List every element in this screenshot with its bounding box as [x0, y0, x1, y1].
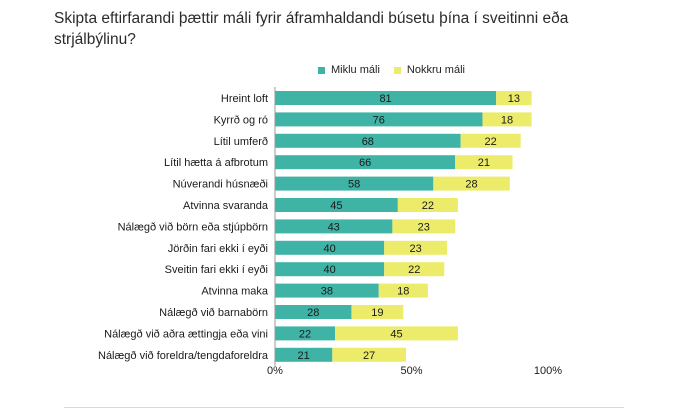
category-label: Lítil hætta á afbrotum: [164, 157, 268, 169]
data-label: 58: [348, 179, 360, 191]
data-label: 21: [298, 350, 310, 362]
bar-nokkru: [384, 262, 445, 277]
category-label: Nálægð við aðra ættingja eða vini: [104, 328, 268, 340]
x-tick-label: 100%: [534, 365, 562, 377]
bar-miklu: [275, 347, 333, 362]
data-label: 28: [307, 307, 319, 319]
category-label: Nálægð við foreldra/tengdaforeldra: [98, 350, 269, 362]
bar-miklu: [275, 326, 336, 341]
data-label: 23: [418, 221, 430, 233]
bar-miklu: [275, 262, 385, 277]
category-label: Atvinna maka: [201, 286, 269, 298]
bar-nokkru: [384, 240, 447, 255]
data-label: 76: [373, 114, 385, 126]
bar-miklu: [275, 112, 483, 127]
bar-miklu: [275, 198, 398, 212]
x-tick-label: 0%: [267, 365, 283, 377]
data-label: 40: [323, 264, 335, 276]
bar-miklu: [275, 176, 434, 191]
bar-miklu: [275, 219, 393, 234]
data-label: 40: [323, 243, 335, 255]
category-label: Lítil umferð: [214, 136, 268, 148]
chart-legend: Miklu máli Nokkru máli: [318, 64, 465, 76]
bar-nokkru: [460, 133, 521, 148]
bar-miklu: [275, 305, 352, 319]
category-label: Sveitin fari ekki í eyði: [165, 264, 268, 276]
category-label: Kyrrð og ró: [214, 114, 268, 126]
bar-miklu: [275, 240, 385, 255]
data-label: 45: [330, 200, 342, 212]
bar-nokkru: [335, 326, 458, 341]
bar-nokkru: [496, 91, 532, 105]
data-label: 81: [379, 93, 391, 105]
bar-nokkru: [433, 176, 510, 191]
data-label: 19: [371, 307, 383, 319]
bar-nokkru: [397, 198, 458, 212]
bar-nokkru: [455, 155, 513, 170]
category-label: Hreint loft: [221, 93, 268, 105]
data-label: 38: [321, 286, 333, 298]
data-label: 22: [299, 328, 311, 340]
legend-label-nokkru: Nokkru máli: [406, 64, 465, 76]
data-label: 22: [408, 264, 420, 276]
chart-title: Skipta eftirfarandi þættir máli fyrir áf…: [54, 10, 569, 48]
bar-nokkru: [392, 219, 456, 234]
category-label: Nálægð við barnabörn: [159, 307, 268, 319]
bar-nokkru: [482, 112, 532, 127]
legend-label-miklu: Miklu máli: [331, 64, 380, 76]
data-label: 68: [362, 136, 374, 148]
category-label: Núverandi húsnæði: [173, 179, 268, 191]
category-label: Jörðin fari ekki í eyði: [168, 243, 268, 255]
bar-miklu: [275, 283, 379, 298]
data-label: 43: [328, 221, 340, 233]
data-label: 66: [359, 157, 371, 169]
legend-swatch-nokkru: [393, 66, 401, 74]
data-label: 28: [465, 179, 477, 191]
bar-nokkru: [332, 347, 407, 362]
data-label: 23: [409, 243, 421, 255]
bar-miklu: [275, 133, 461, 148]
bar-nokkru: [351, 305, 404, 319]
data-label: 13: [508, 93, 520, 105]
category-label: Nálægð við börn eða stjúpbörn: [118, 221, 268, 233]
legend-item-nokkru: Nokkru máli: [393, 64, 465, 76]
x-tick-label: 50%: [400, 365, 422, 377]
data-label: 45: [390, 328, 402, 340]
bottom-divider: [64, 407, 624, 408]
category-label: Atvinna svaranda: [183, 200, 269, 212]
data-label: 22: [485, 136, 497, 148]
data-label: 18: [501, 114, 513, 126]
data-label: 21: [478, 157, 490, 169]
data-label: 18: [397, 286, 409, 298]
data-label: 22: [422, 200, 434, 212]
data-label: 27: [363, 350, 375, 362]
bar-miklu: [275, 155, 456, 170]
bar-miklu: [275, 91, 497, 105]
bar-nokkru: [378, 283, 428, 298]
legend-item-miklu: Miklu máli: [318, 64, 380, 76]
legend-swatch-miklu: [318, 66, 325, 74]
